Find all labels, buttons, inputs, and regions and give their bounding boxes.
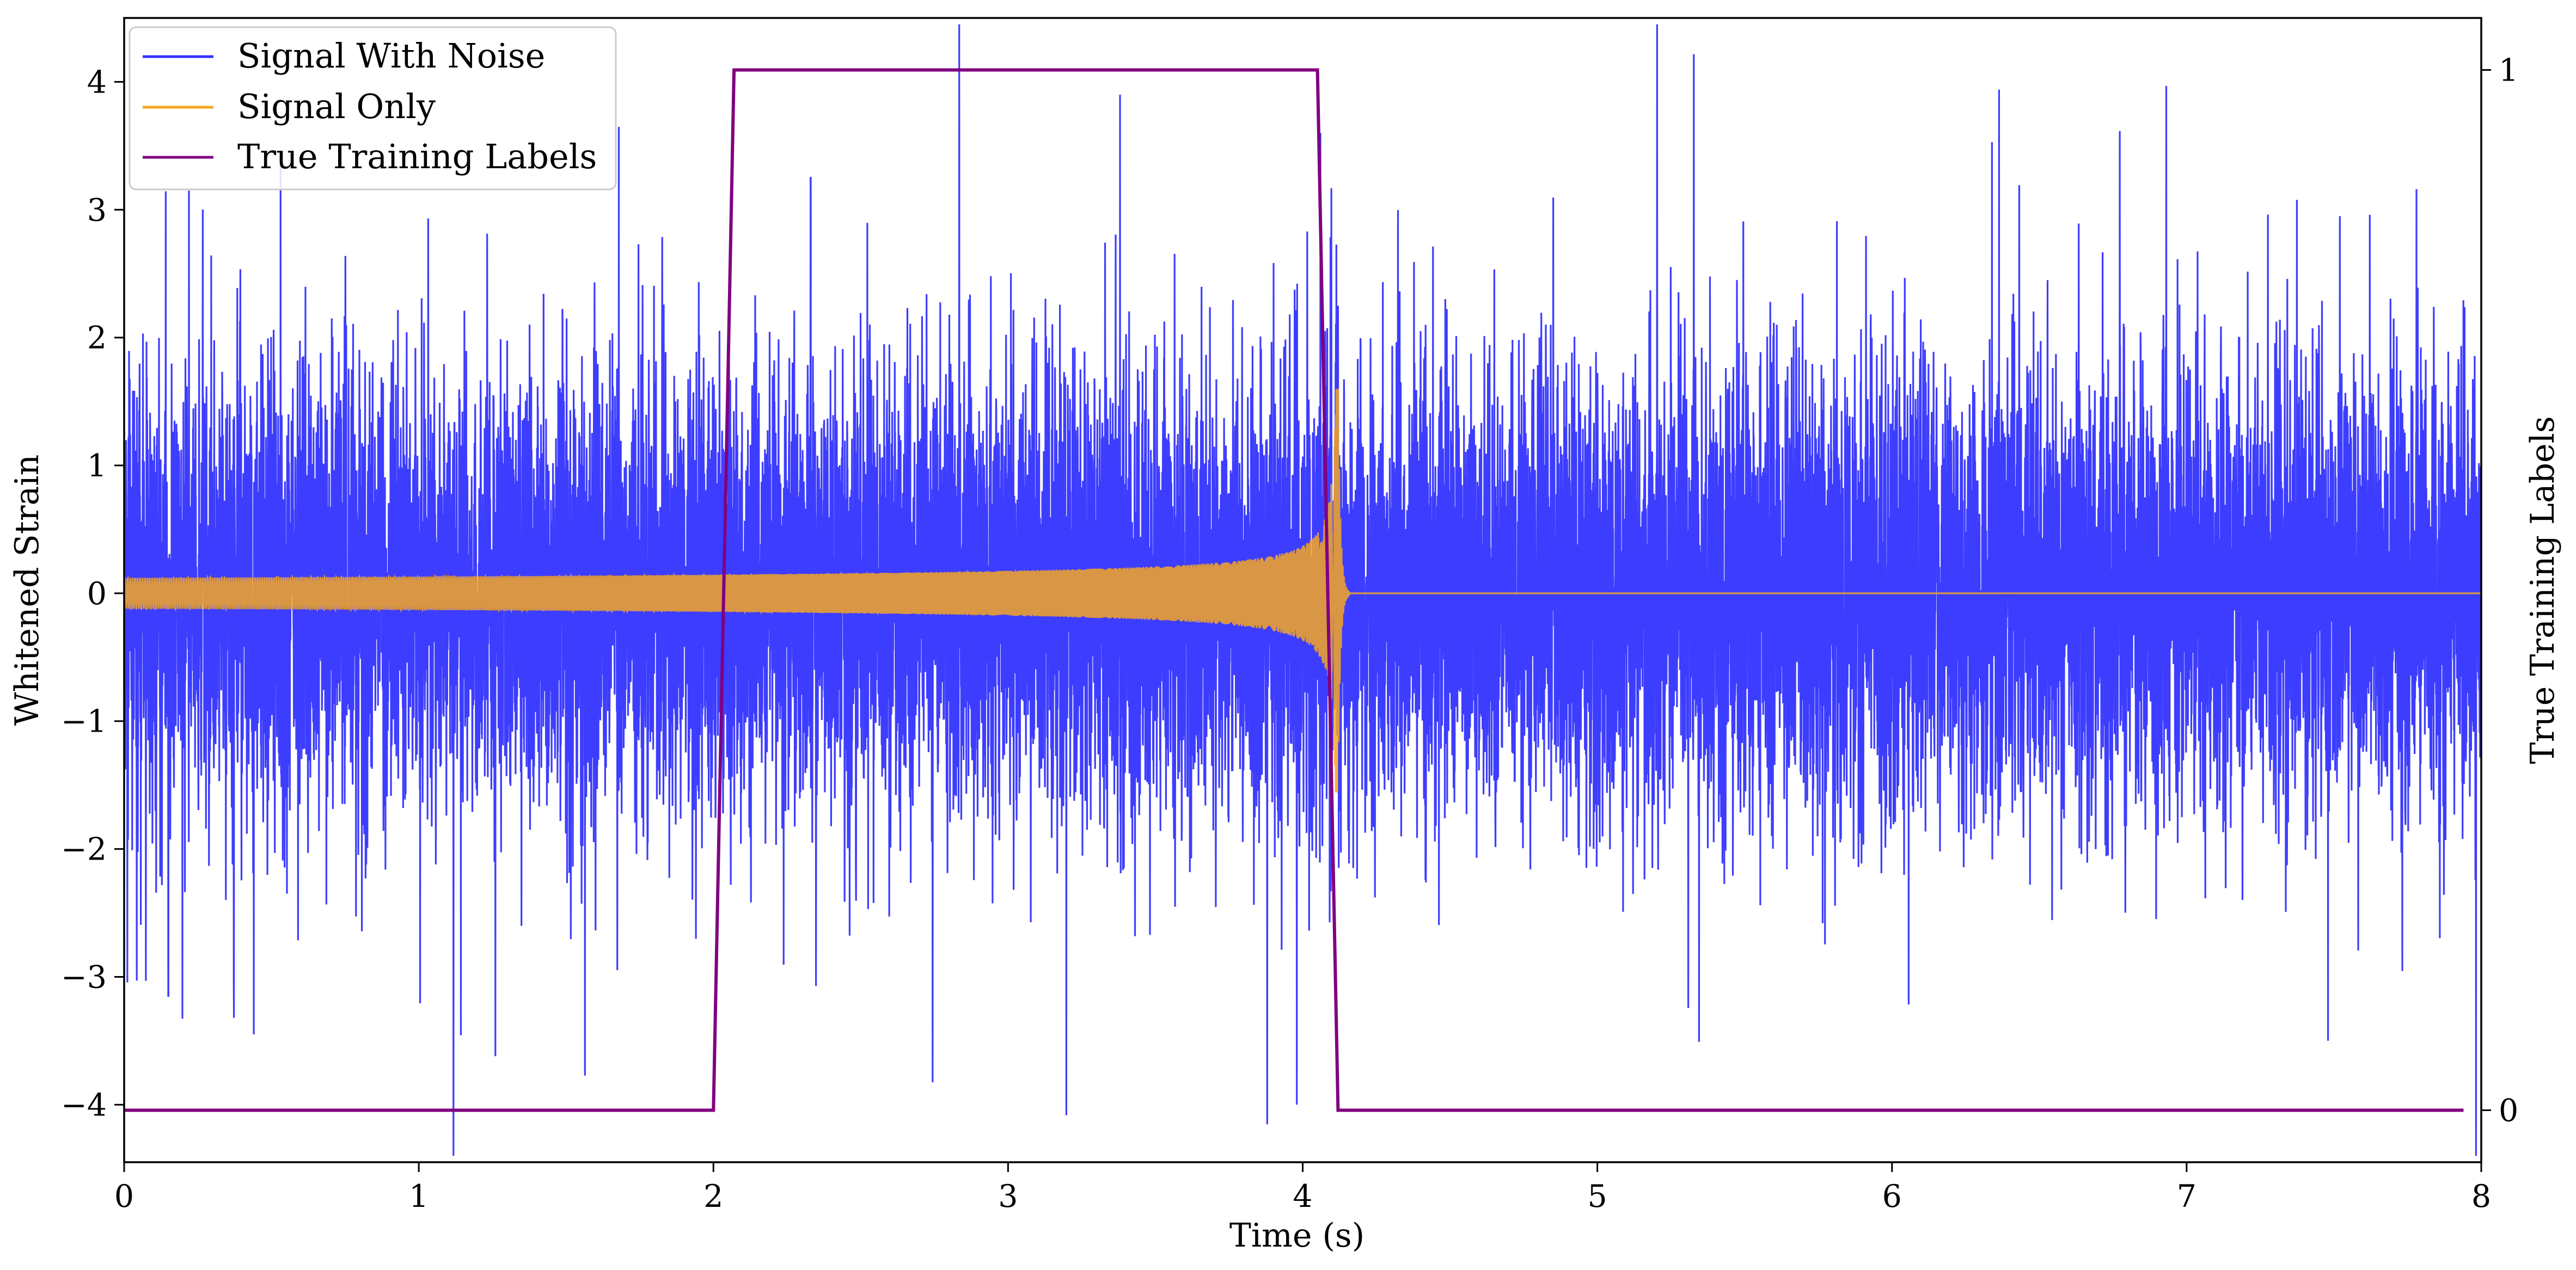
x-tick-label: 1 xyxy=(409,1179,429,1214)
plot-area xyxy=(124,24,2481,1156)
x-axis: 0 1 2 3 4 5 6 7 8 xyxy=(114,1162,2491,1214)
y-tick-label: 0 xyxy=(87,576,107,612)
y-tick-label: −1 xyxy=(61,704,107,740)
x-axis-label: Time (s) xyxy=(1229,1217,1365,1255)
x-tick-label: 0 xyxy=(114,1179,134,1214)
y-tick-label: 2 xyxy=(87,320,107,356)
x-tick-label: 8 xyxy=(2471,1179,2491,1214)
signal-only-line xyxy=(124,389,2481,793)
legend: Signal With Noise Signal Only True Train… xyxy=(129,26,617,191)
y-tick-label: −4 xyxy=(61,1087,107,1123)
y-axis-label-left: Whitened Strain xyxy=(8,455,46,726)
x-tick-label: 6 xyxy=(1882,1179,1902,1214)
legend-box xyxy=(129,26,617,191)
y-axis-left: −4 −3 −2 −1 0 1 2 3 4 xyxy=(61,64,124,1123)
x-tick-label: 5 xyxy=(1587,1179,1607,1214)
y-tick-label: 1 xyxy=(87,448,107,484)
y-tick-label: −2 xyxy=(61,832,107,868)
legend-label-signal-with-noise: Signal With Noise xyxy=(237,36,545,76)
y-tick-label: −3 xyxy=(61,959,107,995)
signal-with-noise-line xyxy=(124,24,2481,1156)
true-training-labels-line xyxy=(124,68,2464,1112)
y-right-tick-label: 0 xyxy=(2499,1093,2518,1128)
y-right-tick-label: 1 xyxy=(2499,53,2518,89)
legend-label-true-training-labels: True Training Labels xyxy=(237,137,597,176)
legend-label-signal-only: Signal Only xyxy=(237,87,436,126)
y-axis-label-right: True Training Labels xyxy=(2524,416,2562,764)
x-tick-label: 2 xyxy=(703,1179,723,1214)
x-tick-label: 7 xyxy=(2177,1179,2196,1214)
y-tick-label: 3 xyxy=(87,192,107,228)
x-tick-label: 4 xyxy=(1293,1179,1312,1214)
y-axis-right: 01 xyxy=(2481,53,2518,1128)
x-tick-label: 3 xyxy=(998,1179,1018,1214)
y-tick-label: 4 xyxy=(87,64,107,100)
